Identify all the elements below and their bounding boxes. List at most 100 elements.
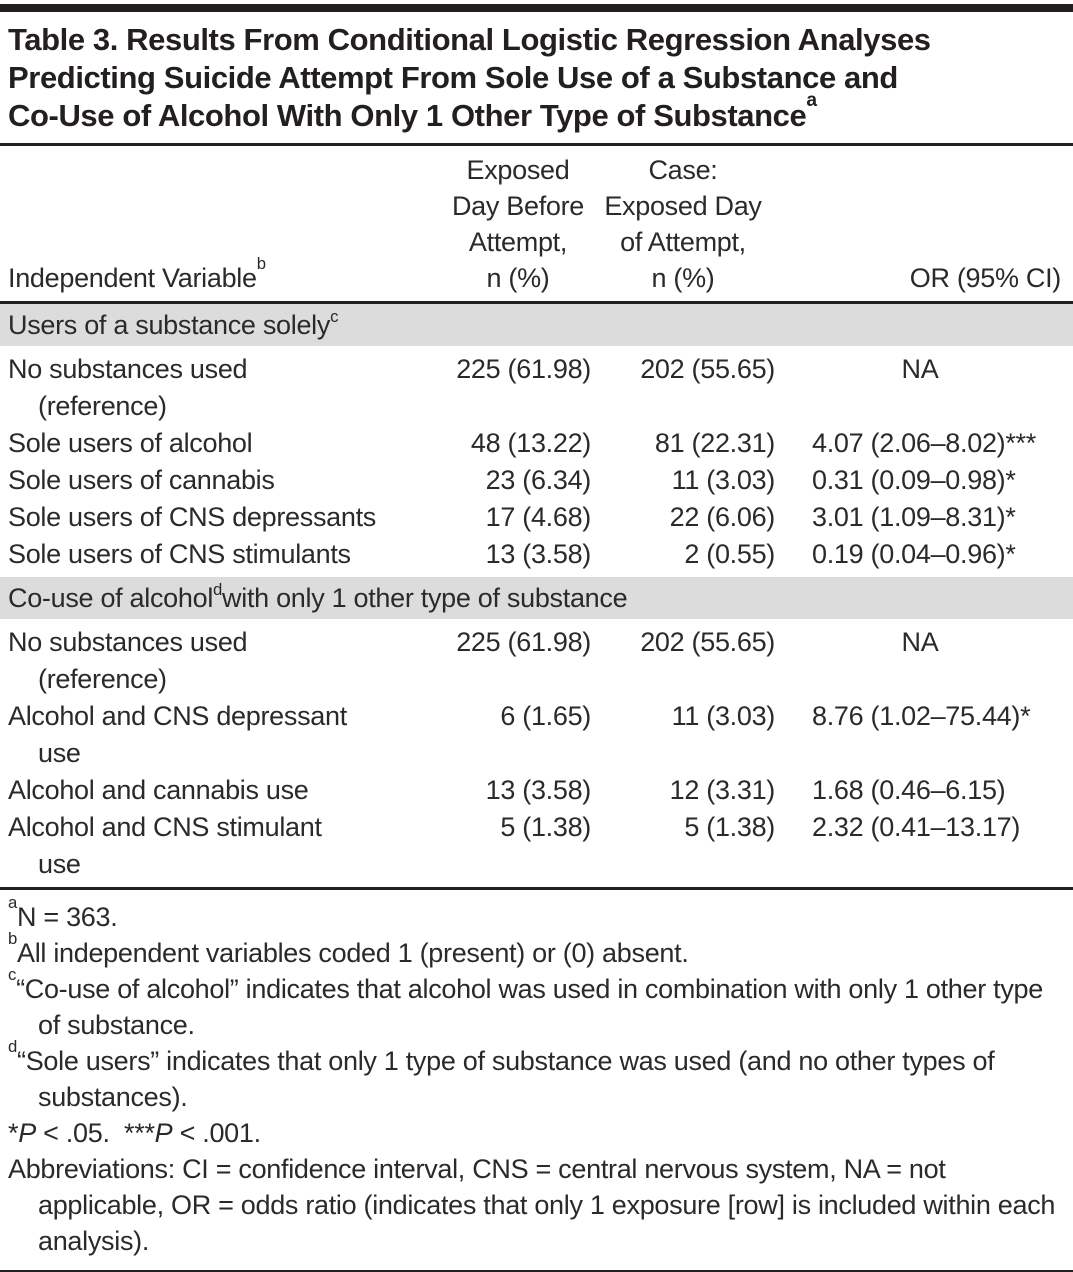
- header-divider-rule: [0, 301, 1073, 304]
- table-title-text: Table 3. Results From Conditional Logist…: [8, 22, 931, 133]
- significance-p-italic: P: [154, 1118, 173, 1148]
- bottom-rule: [0, 1270, 1073, 1272]
- cell-exposed-day-before: 13 (3.58): [485, 539, 592, 569]
- footnote-text: “Sole users” indicates that only 1 type …: [17, 1046, 995, 1112]
- row-label-continuation: use: [38, 849, 81, 879]
- row-label: Sole users of alcohol: [8, 428, 253, 458]
- table-row: Sole users of CNS depressants 17 (4.68) …: [0, 499, 1073, 536]
- cell-exposed-day-before: 13 (3.58): [485, 775, 592, 805]
- cell-label: Sole users of cannabis: [8, 462, 445, 499]
- table-row: Alcohol and CNS stimulant use 5 (1.38) 5…: [0, 809, 1073, 883]
- cell-label: Sole users of alcohol: [8, 425, 445, 462]
- cell-label: Sole users of CNS stimulants: [8, 536, 445, 573]
- table-title-superscript: a: [806, 90, 817, 112]
- cell-exposed-day-of: 202 (55.65): [640, 627, 775, 657]
- footnote-marker: a: [8, 893, 18, 913]
- footnotes: aN = 363. bAll independent variables cod…: [0, 890, 1073, 1265]
- cell-exposed-day-of: 22 (6.06): [669, 502, 776, 532]
- cell-or-ci: 1.68 (0.46–6.15): [812, 775, 1006, 805]
- cell-exposed-day-of: 202 (55.65): [640, 354, 775, 384]
- footnote-marker: d: [8, 1037, 18, 1057]
- row-label: No substances used: [8, 354, 248, 384]
- body-footer-rule: [0, 887, 1073, 890]
- cell-exposed-day-of: 5 (1.38): [684, 812, 775, 842]
- significance-threshold: < .001.: [172, 1118, 262, 1148]
- cell-label: No substances used (reference): [8, 351, 445, 425]
- footnote-a: aN = 363.: [8, 895, 1065, 935]
- significance-asterisks: ***: [124, 1118, 155, 1148]
- significance-threshold: < .05.: [35, 1118, 125, 1148]
- table-title: Table 3. Results From Conditional Logist…: [0, 12, 1073, 143]
- cell-or-ci: NA: [901, 354, 939, 384]
- section-header-sole-users: Users of a substance solely c: [0, 304, 1073, 346]
- row-label: Sole users of CNS depressants: [8, 502, 376, 532]
- footnote-text: “Co-use of alcohol” indicates that alcoh…: [16, 974, 1043, 1040]
- footnote-text: All independent variables coded 1 (prese…: [17, 938, 689, 968]
- footnote-b: bAll independent variables coded 1 (pres…: [8, 931, 1065, 971]
- column-header-independent-variable: Independent Variableb: [8, 256, 445, 296]
- cell-or-ci: 3.01 (1.09–8.31)*: [812, 502, 1016, 532]
- cell-label: Sole users of CNS depressants: [8, 499, 445, 536]
- row-label: Sole users of cannabis: [8, 465, 275, 495]
- row-label: Alcohol and CNS stimulant: [8, 812, 322, 842]
- cell-or-ci: NA: [901, 627, 939, 657]
- table-row: Sole users of alcohol 48 (13.22) 81 (22.…: [0, 425, 1073, 462]
- cell-exposed-day-of: 2 (0.55): [684, 539, 775, 569]
- cell-label: Alcohol and CNS stimulant use: [8, 809, 445, 883]
- footnote-c: c“Co-use of alcohol” indicates that alco…: [8, 967, 1065, 1043]
- cell-label: Alcohol and CNS depressant use: [8, 698, 445, 772]
- cell-exposed-day-before: 17 (4.68): [485, 502, 592, 532]
- row-label-continuation: use: [38, 738, 81, 768]
- cell-label: Alcohol and cannabis use: [8, 772, 445, 809]
- table-row: Alcohol and CNS depressant use 6 (1.65) …: [0, 698, 1073, 772]
- cell-or-ci: 0.19 (0.04–0.96)*: [812, 539, 1016, 569]
- section-header-co-use: Co-use of alcohol d with only 1 other typ…: [0, 577, 1073, 619]
- section-header-text: Co-use of alcohol: [8, 582, 214, 613]
- cell-exposed-day-before: 6 (1.65): [500, 701, 591, 731]
- cell-exposed-day-of: 11 (3.03): [671, 465, 776, 495]
- table-row: Sole users of cannabis 23 (6.34) 11 (3.0…: [0, 462, 1073, 499]
- row-label-continuation: (reference): [38, 391, 167, 421]
- row-label: Alcohol and CNS depressant: [8, 701, 347, 731]
- row-label: No substances used: [8, 627, 248, 657]
- footnote-abbreviations: Abbreviations: CI = confidence interval,…: [8, 1151, 1065, 1259]
- cell-exposed-day-of: 81 (22.31): [654, 428, 775, 458]
- cell-exposed-day-before: 23 (6.34): [485, 465, 592, 495]
- title-divider-rule: [0, 143, 1073, 146]
- section-header-text-cont: with only 1 other type of substance: [222, 582, 628, 613]
- cell-exposed-day-before: 225 (61.98): [456, 627, 591, 657]
- footnote-marker: c: [8, 965, 17, 985]
- significance-p-italic: P: [18, 1118, 36, 1148]
- cell-or-ci: 8.76 (1.02–75.44)*: [812, 701, 1031, 731]
- footnote-d: d“Sole users” indicates that only 1 type…: [8, 1039, 1065, 1115]
- footnote-marker: b: [8, 929, 18, 949]
- cell-exposed-day-before: 5 (1.38): [500, 812, 591, 842]
- section-body-sole-users: No substances used (reference) 225 (61.9…: [0, 346, 1073, 577]
- top-rule: [0, 4, 1073, 12]
- table-row: No substances used (reference) 225 (61.9…: [0, 351, 1073, 425]
- section-body-co-use: No substances used (reference) 225 (61.9…: [0, 619, 1073, 887]
- row-label: Sole users of CNS stimulants: [8, 539, 351, 569]
- row-label: Alcohol and cannabis use: [8, 775, 309, 805]
- footnote-text: N = 363.: [17, 902, 118, 932]
- cell-label: No substances used (reference): [8, 624, 445, 698]
- column-header-independent-variable-superscript: b: [256, 254, 266, 274]
- cell-exposed-day-of: 12 (3.31): [669, 775, 776, 805]
- column-header-independent-variable-text: Independent Variable: [8, 263, 257, 293]
- cell-or-ci: 2.32 (0.41–13.17): [812, 812, 1021, 842]
- footnote-significance: *P < .05. ***P < .001.: [8, 1115, 1065, 1151]
- column-header-or-ci: OR (95% CI): [909, 263, 1062, 293]
- row-label-continuation: (reference): [38, 664, 167, 694]
- cell-exposed-day-before: 48 (13.22): [470, 428, 591, 458]
- cell-or-ci: 4.07 (2.06–8.02)***: [812, 428, 1036, 458]
- significance-asterisk: *: [8, 1118, 19, 1148]
- cell-exposed-day-before: 225 (61.98): [456, 354, 591, 384]
- section-header-text: Users of a substance solely: [8, 309, 331, 340]
- column-header-row: Independent Variableb Exposed Day Before…: [0, 146, 1073, 301]
- table-row: No substances used (reference) 225 (61.9…: [0, 624, 1073, 698]
- column-header-exposed-day-before: Exposed Day Before Attempt, n (%): [451, 155, 585, 293]
- table-row: Alcohol and cannabis use 13 (3.58) 12 (3…: [0, 772, 1073, 809]
- cell-exposed-day-of: 11 (3.03): [671, 701, 776, 731]
- table-row: Sole users of CNS stimulants 13 (3.58) 2…: [0, 536, 1073, 573]
